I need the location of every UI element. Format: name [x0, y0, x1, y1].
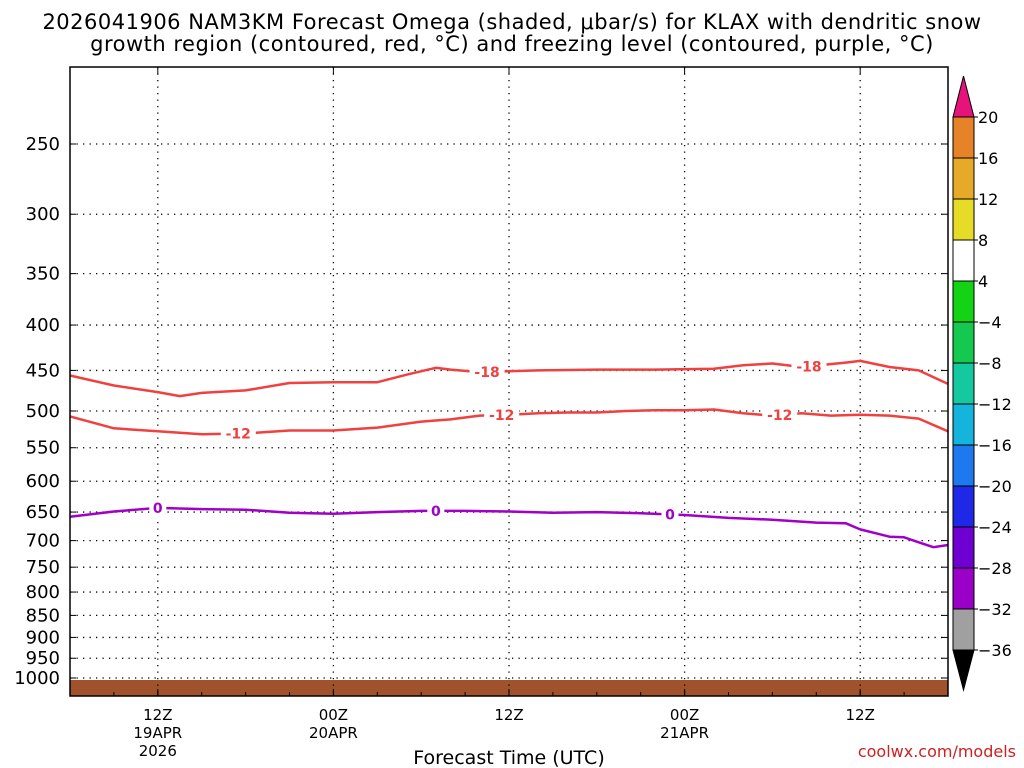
contour-label--12: -12	[767, 408, 792, 424]
y-tick-label: 900	[26, 627, 60, 648]
colorbar-label: −8	[978, 354, 1002, 373]
y-tick-label: 650	[26, 502, 60, 523]
colorbar-bin	[952, 321, 975, 364]
chart-title-line2: growth region (contoured, red, °C) and f…	[90, 32, 934, 56]
y-tick-label: 750	[26, 557, 60, 578]
contour-label-0: 0	[431, 504, 441, 520]
contour-label-bg	[762, 406, 798, 425]
colorbar-label: −4	[978, 313, 1002, 332]
colorbar-label: 4	[978, 272, 988, 291]
contour-line--12	[69, 408, 949, 436]
y-tick-label: 1000	[14, 668, 60, 689]
x-tick-label: 00Z	[670, 706, 699, 724]
y-tick-label: 300	[26, 204, 60, 225]
contour-label-bg	[220, 424, 256, 443]
contour-line--18	[69, 359, 949, 398]
colorbar-label: −12	[978, 395, 1012, 414]
contour-line-0	[69, 506, 949, 549]
x-tick-label: 19APR	[133, 724, 182, 742]
contour-label--12: -12	[226, 427, 251, 443]
credit-text: coolwx.com/models	[857, 742, 1016, 761]
contour-label--12: -12	[489, 408, 514, 424]
colorbar-bin	[952, 608, 975, 651]
x-tick-label: 12Z	[846, 706, 875, 724]
y-tick-label: 500	[26, 401, 60, 422]
contour-label-bg	[427, 501, 445, 520]
contour-label-bg	[484, 406, 520, 425]
colorbar-bin	[952, 280, 975, 323]
y-tick-label: 800	[26, 582, 60, 603]
colorbar-label: 12	[978, 190, 998, 209]
contour-label-0: 0	[153, 501, 163, 517]
contour-label-bg	[149, 498, 167, 517]
y-tick-label: 450	[26, 360, 60, 381]
colorbar-high-arrow	[952, 75, 975, 118]
colorbar-bin	[952, 157, 975, 200]
colorbar-low-arrow	[952, 649, 975, 692]
colorbar-bin	[952, 444, 975, 487]
colorbar-label: −16	[978, 436, 1012, 455]
contour-label--18: -18	[474, 365, 499, 381]
x-axis-title: Forecast Time (UTC)	[413, 747, 604, 768]
y-tick-label: 950	[26, 648, 60, 669]
colorbar-bin	[952, 567, 975, 610]
x-tick-label: 00Z	[319, 706, 348, 724]
colorbar-bin	[952, 239, 975, 282]
colorbar-bin	[952, 403, 975, 446]
contour-label-bg	[469, 362, 505, 381]
y-tick-label: 850	[26, 605, 60, 626]
colorbar-label: 8	[978, 231, 988, 250]
x-tick-label: 12Z	[143, 706, 172, 724]
colorbar-bin	[952, 526, 975, 569]
y-tick-label: 250	[26, 134, 60, 155]
colorbar-label: 16	[978, 149, 998, 168]
contour-label-bg	[661, 505, 679, 524]
y-tick-label: 550	[26, 438, 60, 459]
contour-label-bg	[791, 357, 827, 376]
plot-area	[70, 67, 948, 696]
y-tick-label: 600	[26, 471, 60, 492]
colorbar-label: −32	[978, 600, 1012, 619]
colorbar-label: −20	[978, 477, 1012, 496]
y-tick-label: 350	[26, 264, 60, 285]
colorbar-label: −24	[978, 518, 1012, 537]
colorbar-bin	[952, 362, 975, 405]
contour-label-0: 0	[665, 507, 675, 523]
colorbar-bin	[952, 116, 975, 159]
colorbar-label: 20	[978, 108, 998, 127]
x-tick-label: 20APR	[309, 724, 358, 742]
x-tick-label: 21APR	[660, 724, 709, 742]
contour-label--18: -18	[796, 359, 821, 375]
chart-title-line1: 2026041906 NAM3KM Forecast Omega (shaded…	[42, 10, 982, 34]
x-tick-label: 12Z	[494, 706, 523, 724]
colorbar-label: −28	[978, 559, 1012, 578]
y-tick-label: 400	[26, 315, 60, 336]
y-tick-label: 700	[26, 531, 60, 552]
x-tick-label: 2026	[139, 742, 177, 760]
colorbar-label: −36	[978, 641, 1012, 660]
plot-border	[69, 66, 949, 697]
colorbar-bin	[952, 485, 975, 528]
colorbar-bin	[952, 198, 975, 241]
